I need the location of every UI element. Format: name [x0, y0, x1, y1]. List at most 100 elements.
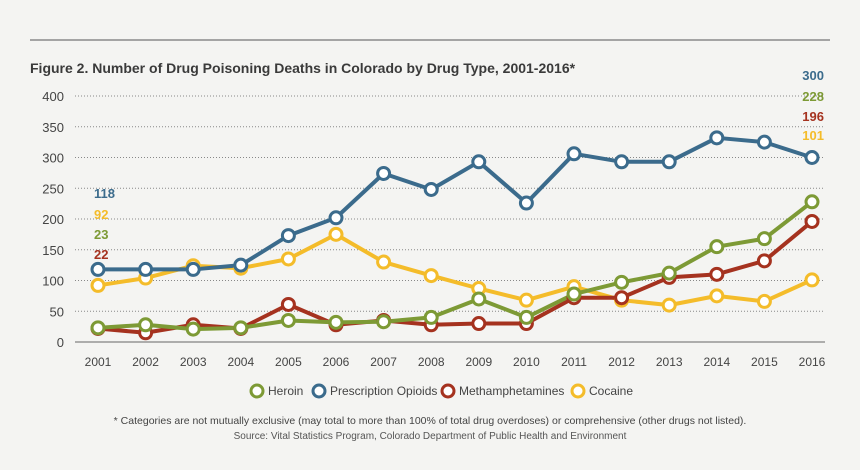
- chart-title: Figure 2. Number of Drug Poisoning Death…: [30, 60, 576, 76]
- x-tick-label: 2013: [656, 355, 683, 369]
- legend-marker: [440, 383, 456, 399]
- data-point-cocaine: [709, 288, 725, 304]
- data-point-cocaine: [280, 251, 296, 267]
- data-point-heroin: [518, 309, 534, 325]
- start-value-label: 118: [94, 186, 115, 201]
- data-point-heroin: [328, 314, 344, 330]
- legend-label: Heroin: [268, 384, 303, 398]
- data-point-cocaine: [90, 277, 106, 293]
- x-axis: 2001 2002 2003 2004 2005 2006 2007 2008 2009 2010…: [85, 355, 826, 369]
- legend-item-prescription-opioids: Prescription Opioids: [311, 383, 437, 399]
- legend-label: Prescription Opioids: [330, 384, 437, 398]
- data-point-prescription-opioids: [328, 210, 344, 226]
- start-value-label: 92: [94, 207, 108, 222]
- x-tick-label: 2011: [561, 355, 587, 369]
- legend: Heroin Prescription Opioids Methamphetamin…: [249, 383, 633, 399]
- data-point-heroin: [804, 194, 820, 210]
- data-point-heroin: [138, 317, 154, 333]
- data-point-heroin: [280, 312, 296, 328]
- legend-label: Methamphetamines: [459, 384, 564, 398]
- data-point-heroin: [709, 239, 725, 255]
- end-value-label: 196: [802, 109, 824, 124]
- data-point-prescription-opioids: [518, 195, 534, 211]
- y-tick-label: 350: [42, 120, 64, 135]
- data-point-prescription-opioids: [661, 154, 677, 170]
- y-tick-label: 400: [42, 89, 64, 104]
- y-tick-label: 250: [42, 181, 64, 196]
- data-point-heroin: [423, 309, 439, 325]
- data-point-methamphetamines: [471, 316, 487, 332]
- start-value-label: 22: [94, 247, 108, 262]
- series-line-methamphetamines: [96, 219, 814, 335]
- legend-marker: [311, 383, 327, 399]
- data-point-heroin: [471, 291, 487, 307]
- data-point-heroin: [233, 320, 249, 336]
- data-point-prescription-opioids: [804, 150, 820, 165]
- data-point-heroin: [566, 286, 582, 302]
- data-point-prescription-opioids: [90, 261, 106, 277]
- end-value-label: 228: [802, 89, 824, 104]
- series-line-prescription-opioids: [96, 135, 814, 272]
- data-point-prescription-opioids: [423, 181, 439, 197]
- data-point-cocaine: [756, 293, 772, 309]
- data-point-cocaine: [423, 268, 439, 284]
- legend-marker: [249, 383, 265, 399]
- end-value-label: 101: [802, 128, 824, 143]
- legend-item-heroin: Heroin: [249, 383, 303, 399]
- x-tick-label: 2009: [465, 355, 492, 369]
- y-tick-label: 300: [42, 151, 64, 166]
- y-tick-label: 200: [42, 212, 64, 227]
- data-point-methamphetamines: [756, 253, 772, 269]
- legend-marker: [570, 383, 586, 399]
- data-point-prescription-opioids: [280, 228, 296, 244]
- data-point-prescription-opioids: [138, 261, 154, 277]
- start-value-label: 23: [94, 227, 108, 242]
- x-tick-label: 2004: [227, 355, 254, 369]
- data-point-cocaine: [328, 226, 344, 242]
- data-point-heroin: [90, 320, 106, 336]
- x-tick-label: 2006: [323, 355, 350, 369]
- data-point-prescription-opioids: [376, 165, 392, 181]
- data-point-methamphetamines: [709, 266, 725, 282]
- end-value-label: 300: [802, 68, 824, 83]
- data-point-methamphetamines: [804, 213, 820, 229]
- x-tick-label: 2016: [799, 355, 826, 369]
- x-tick-label: 2005: [275, 355, 302, 369]
- data-point-heroin: [756, 231, 772, 247]
- legend-item-methamphetamines: Methamphetamines: [440, 383, 564, 399]
- data-point-prescription-opioids: [709, 130, 725, 146]
- series-points: [90, 130, 820, 341]
- data-point-prescription-opioids: [185, 261, 201, 277]
- data-point-heroin: [376, 314, 392, 330]
- x-tick-label: 2001: [85, 355, 112, 369]
- y-tick-label: 0: [57, 335, 64, 350]
- x-tick-label: 2007: [370, 355, 397, 369]
- footnote: * Categories are not mutually exclusive …: [114, 415, 747, 427]
- legend-label: Cocaine: [589, 384, 633, 398]
- data-point-prescription-opioids: [471, 154, 487, 170]
- y-tick-label: 50: [50, 304, 64, 319]
- y-axis: 0 50 100 150 200 250 300 350 400: [42, 89, 64, 350]
- data-point-prescription-opioids: [756, 134, 772, 150]
- x-tick-label: 2010: [513, 355, 540, 369]
- data-point-cocaine: [804, 272, 820, 288]
- data-point-prescription-opioids: [566, 146, 582, 162]
- x-tick-label: 2008: [418, 355, 445, 369]
- data-point-methamphetamines: [614, 290, 630, 306]
- data-point-methamphetamines: [280, 296, 296, 312]
- source-note: Source: Vital Statistics Program, Colora…: [234, 431, 627, 442]
- data-point-prescription-opioids: [233, 257, 249, 273]
- data-point-cocaine: [518, 292, 534, 308]
- data-point-heroin: [661, 265, 677, 281]
- data-point-heroin: [614, 274, 630, 290]
- annotations: 118 92 23 22 300 228 196 101: [94, 68, 824, 262]
- x-tick-label: 2014: [703, 355, 730, 369]
- x-tick-label: 2003: [180, 355, 207, 369]
- data-point-cocaine: [376, 254, 392, 270]
- data-point-prescription-opioids: [614, 154, 630, 170]
- y-tick-label: 150: [42, 243, 64, 258]
- data-point-heroin: [185, 321, 201, 337]
- x-tick-label: 2015: [751, 355, 778, 369]
- series-lines: [96, 135, 814, 335]
